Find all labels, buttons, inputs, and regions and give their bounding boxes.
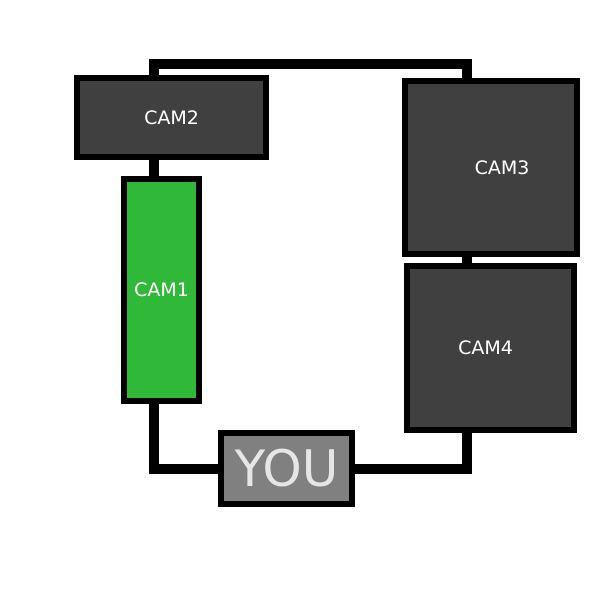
- cam3-button[interactable]: CAM3: [402, 78, 580, 257]
- cam1-button[interactable]: CAM1: [121, 176, 202, 404]
- cam2-label: CAM2: [144, 106, 199, 129]
- cam3-label: CAM3: [474, 156, 530, 179]
- cam1-label: CAM1: [134, 279, 189, 301]
- wire-left-bottom: [149, 390, 159, 474]
- wire-top: [149, 59, 472, 69]
- wire-bottom-left: [149, 464, 229, 474]
- wire-right-bottom: [462, 425, 472, 474]
- cam2-button[interactable]: CAM2: [74, 75, 269, 160]
- wire-right-top: [462, 59, 472, 89]
- player-position-marker: YOU: [218, 430, 355, 507]
- wire-bottom-right: [346, 464, 472, 474]
- cam4-label: CAM4: [458, 337, 513, 359]
- wire-right-mid: [462, 248, 472, 272]
- you-label: YOU: [234, 439, 339, 498]
- cam4-button[interactable]: CAM4: [404, 263, 577, 433]
